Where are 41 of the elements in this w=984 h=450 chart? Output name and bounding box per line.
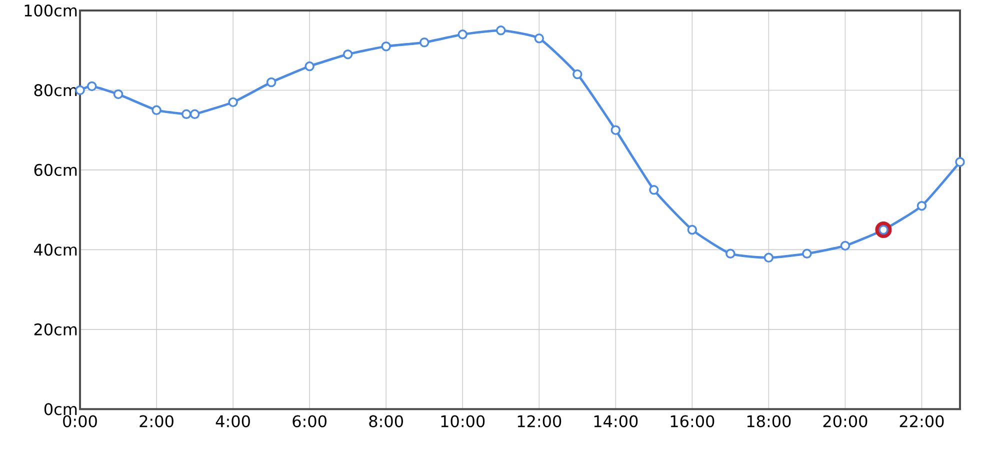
point (87, 81, 97, 91)
point (190, 109, 200, 119)
y-tick-label: 20cm (34, 323, 77, 336)
y-tick-label: 100cm (24, 4, 77, 16)
point (113, 89, 124, 99)
point (840, 240, 850, 250)
point (304, 61, 314, 71)
point (610, 124, 621, 135)
x-tick-label: 18:00 (747, 414, 791, 428)
point (916, 200, 927, 210)
x-tick-label: 20:00 (823, 414, 868, 428)
point (649, 184, 659, 195)
y-tick-label: 60cm (34, 164, 77, 176)
x-tick-label: 16:00 (670, 414, 714, 428)
point (458, 29, 468, 40)
x-tick-label: 2:00 (140, 414, 174, 428)
point (764, 252, 774, 262)
x-tick-label: 10:00 (441, 414, 485, 428)
x-tick-label: 22:00 (900, 414, 944, 428)
point (342, 49, 353, 59)
point (228, 97, 238, 107)
point (572, 69, 582, 79)
point (266, 77, 276, 87)
point (381, 41, 391, 52)
y-tick-label: 0cm (44, 402, 77, 415)
x-tick-label: 14:00 (594, 414, 638, 428)
x-tick-label: 12:00 (518, 414, 562, 428)
point (496, 25, 506, 36)
x-tick-label: 8:00 (369, 414, 403, 428)
y-tick-label: 40cm (34, 243, 77, 256)
point (726, 248, 736, 258)
x-tick-label: 0:00 (63, 414, 97, 428)
point (182, 109, 192, 119)
x-tick-label: 6:00 (292, 414, 326, 428)
x-tick-label: 4:00 (216, 414, 250, 428)
point (955, 156, 965, 167)
point (687, 224, 698, 234)
point (152, 105, 162, 115)
point (802, 248, 812, 258)
point (419, 37, 430, 48)
point (534, 33, 544, 44)
